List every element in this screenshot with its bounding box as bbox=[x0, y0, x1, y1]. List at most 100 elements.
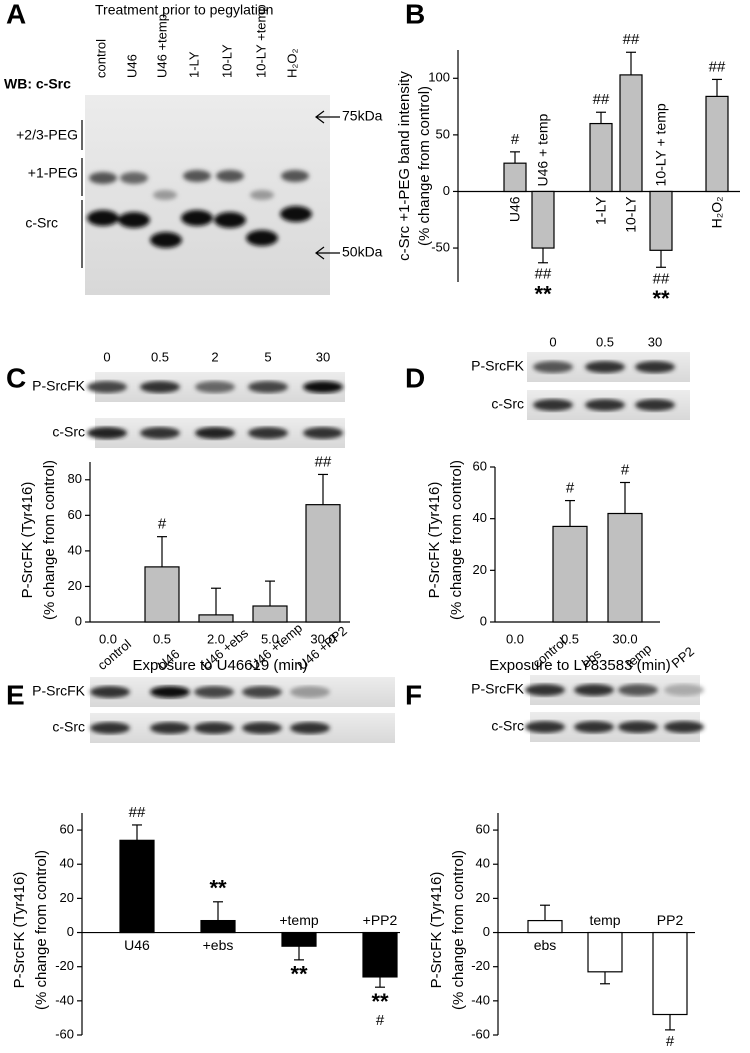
panel-letter: D bbox=[405, 362, 425, 393]
blot-band bbox=[195, 381, 235, 393]
y-tick-label: 0 bbox=[480, 613, 487, 628]
significance: ## bbox=[535, 266, 552, 283]
x-tick-label: 30.0 bbox=[310, 631, 335, 646]
bar bbox=[531, 190, 555, 249]
lane-label: 0 bbox=[549, 334, 556, 349]
y-tick-label: -60 bbox=[471, 1026, 490, 1041]
y-tick-label: 60 bbox=[476, 822, 490, 837]
blot-band bbox=[585, 399, 625, 411]
panel-letter: A bbox=[6, 0, 26, 29]
lane-label: 30 bbox=[316, 349, 330, 364]
category-label: +PP2 bbox=[363, 912, 398, 928]
significance: # bbox=[511, 131, 520, 148]
band-label: +1-PEG bbox=[28, 165, 78, 181]
blot-band bbox=[664, 721, 704, 733]
category-label: temp bbox=[589, 912, 620, 928]
x-tick-label: 2.0 bbox=[207, 631, 225, 646]
y-tick-label: 0 bbox=[75, 613, 82, 628]
panel-letter: C bbox=[6, 362, 26, 393]
y-tick-label: 60 bbox=[60, 822, 74, 837]
bar bbox=[652, 931, 688, 1016]
blot-band bbox=[290, 722, 330, 734]
y-axis-label: (% change from control) bbox=[41, 460, 58, 620]
panel-letter: F bbox=[405, 679, 422, 710]
significance: ## bbox=[593, 91, 610, 108]
x-tick-label: 0.5 bbox=[561, 631, 579, 646]
y-tick-label: -50 bbox=[431, 239, 450, 254]
lane-label: H₂O₂ bbox=[284, 48, 299, 78]
lane-label: control bbox=[93, 39, 108, 78]
blot-band bbox=[248, 381, 288, 393]
y-tick-label: 40 bbox=[68, 542, 82, 557]
y-tick-label: -60 bbox=[55, 1026, 74, 1041]
significance: ## bbox=[129, 804, 146, 821]
category-label: 10-LY + temp bbox=[653, 103, 669, 186]
blot-band bbox=[140, 427, 180, 439]
y-tick-label: -40 bbox=[471, 992, 490, 1007]
blot-row-label: c-Src bbox=[491, 718, 524, 734]
blot-band bbox=[90, 722, 130, 734]
y-tick-label: 40 bbox=[476, 856, 490, 871]
blot-row-label: c-Src bbox=[491, 396, 524, 412]
y-axis-label: (% change from control) bbox=[448, 460, 465, 620]
bar bbox=[362, 931, 398, 978]
marker-label: 50kDa bbox=[342, 244, 383, 260]
y-tick-label: 100 bbox=[428, 70, 450, 85]
blot-band bbox=[533, 361, 573, 373]
marker-arrow bbox=[315, 110, 340, 124]
x-tick-label: 0.5 bbox=[153, 631, 171, 646]
bar bbox=[589, 122, 613, 193]
blot-band bbox=[242, 686, 282, 698]
blot-band bbox=[618, 684, 658, 696]
blot-band bbox=[242, 722, 282, 734]
blot-band bbox=[195, 427, 235, 439]
band-label: +2/3-PEG bbox=[16, 127, 78, 143]
y-axis-label: (% change from control) bbox=[416, 86, 433, 246]
blot-band bbox=[303, 427, 343, 439]
bar bbox=[119, 839, 155, 934]
category-label: ebs bbox=[534, 937, 557, 953]
significance: ## bbox=[653, 270, 670, 287]
y-tick-label: -20 bbox=[55, 958, 74, 973]
significance: # bbox=[566, 480, 575, 497]
blot-band bbox=[664, 684, 704, 696]
y-axis-label: P-SrcFK (Tyr416) bbox=[426, 482, 443, 599]
category-label: PP2 bbox=[657, 912, 684, 928]
lane-label: 1-LY bbox=[186, 51, 201, 78]
blot-band bbox=[87, 427, 127, 439]
y-tick-label: 50 bbox=[436, 126, 450, 141]
panel-letter: E bbox=[6, 679, 25, 710]
lane-label: U46 bbox=[124, 54, 139, 78]
blot-row-label: P-SrcFK bbox=[32, 683, 86, 699]
blot-row-label: c-Src bbox=[52, 719, 85, 735]
bar bbox=[200, 919, 236, 934]
significance: ** bbox=[371, 989, 389, 1014]
blot-row-label: P-SrcFK bbox=[471, 358, 525, 374]
y-tick-label: 0 bbox=[443, 183, 450, 198]
blot-band bbox=[290, 686, 330, 698]
lane-label: 0.5 bbox=[596, 334, 614, 349]
blot-band bbox=[574, 684, 614, 696]
lane-label: 30 bbox=[648, 334, 662, 349]
category-label: 1-LY bbox=[593, 196, 609, 225]
y-tick-label: -40 bbox=[55, 992, 74, 1007]
x-axis-label: Exposure to LY83583 (min) bbox=[489, 657, 671, 674]
blot-bands bbox=[87, 170, 312, 248]
category-label: +temp bbox=[279, 912, 319, 928]
y-tick-label: 40 bbox=[473, 510, 487, 525]
lane-label: 0.5 bbox=[151, 349, 169, 364]
significance: ** bbox=[290, 962, 308, 987]
blot-band bbox=[303, 381, 343, 393]
significance: # bbox=[666, 1033, 675, 1050]
blot-band bbox=[150, 722, 190, 734]
marker-arrow bbox=[315, 246, 340, 260]
bar bbox=[705, 95, 729, 193]
blot-band bbox=[635, 361, 675, 373]
bar bbox=[305, 504, 341, 623]
category-label: H₂O₂ bbox=[709, 196, 725, 228]
significance: ** bbox=[534, 282, 552, 307]
bar bbox=[649, 190, 673, 251]
bar bbox=[144, 566, 180, 623]
significance: ## bbox=[623, 31, 640, 48]
blot-image bbox=[85, 95, 330, 295]
